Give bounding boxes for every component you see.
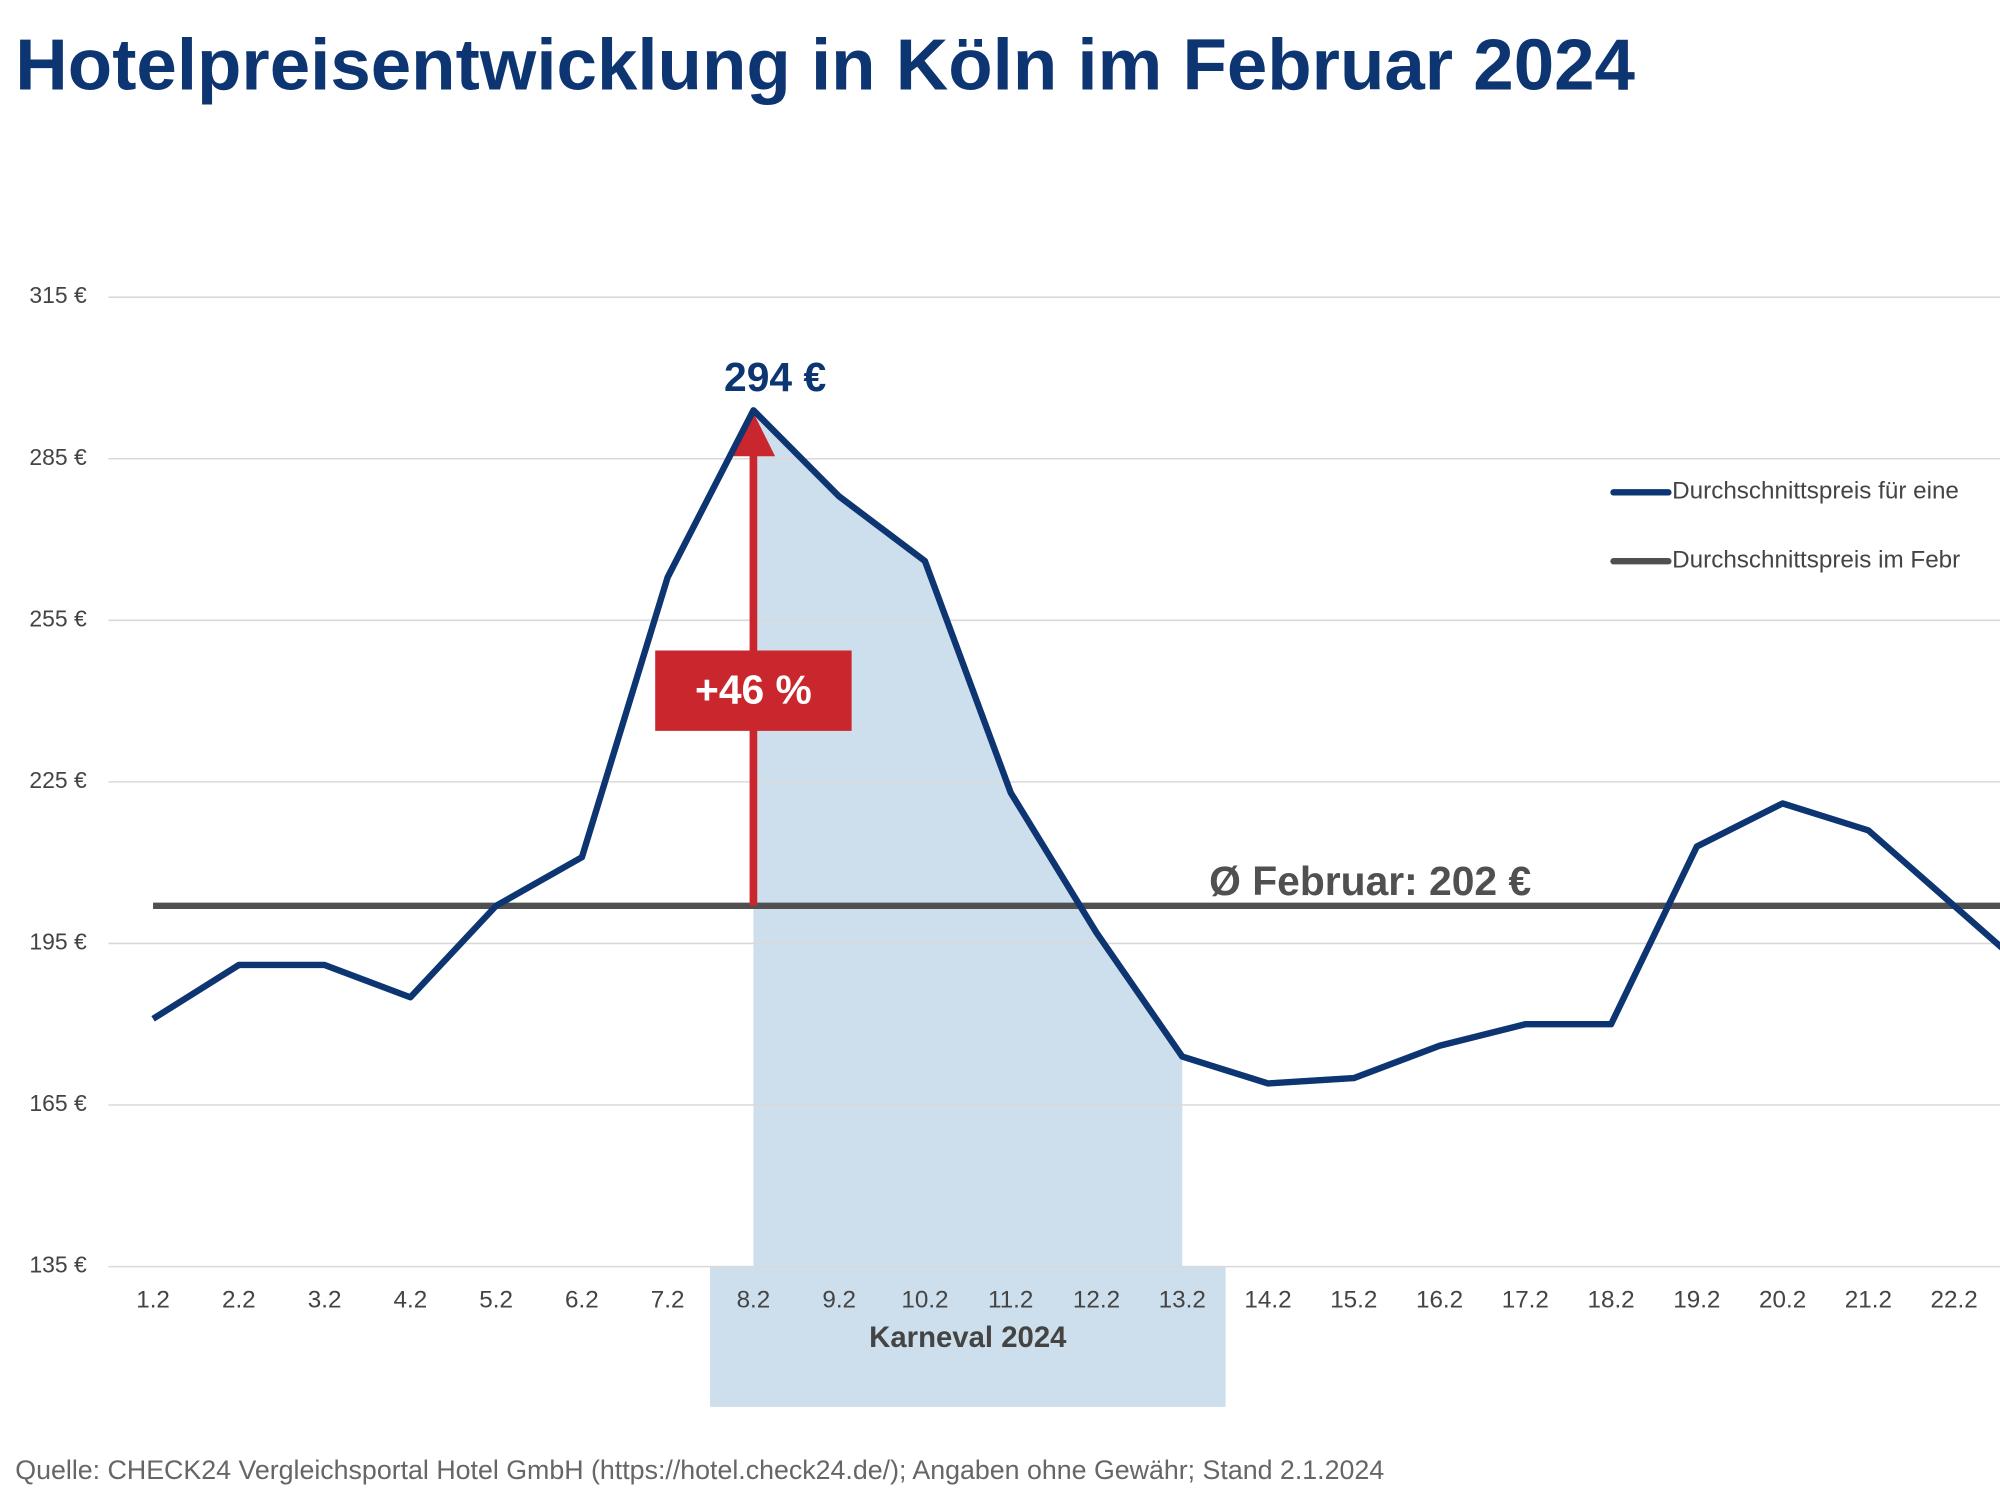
- x-tick-label: 2.2: [222, 1286, 256, 1313]
- y-tick-label: 315 €: [29, 282, 87, 308]
- x-tick-label: 1.2: [136, 1286, 170, 1313]
- change-label: +46 %: [695, 666, 812, 712]
- highlight-label: Karneval 2024: [869, 1321, 1067, 1354]
- highlight-label-box: [710, 1266, 1226, 1407]
- legend-label: Durchschnittspreis im Febr: [1672, 547, 1960, 574]
- x-tick-label: 10.2: [901, 1286, 948, 1313]
- x-tick-label: 6.2: [565, 1286, 599, 1313]
- y-tick-label: 195 €: [29, 929, 87, 955]
- y-tick-label: 225 €: [29, 767, 87, 793]
- x-tick-label: 21.2: [1845, 1286, 1892, 1313]
- legend-label: Durchschnittspreis für eine: [1672, 478, 1959, 505]
- x-tick-label: 19.2: [1673, 1286, 1720, 1313]
- x-tick-label: 14.2: [1244, 1286, 1291, 1313]
- x-tick-label: 15.2: [1330, 1286, 1377, 1313]
- x-tick-label: 4.2: [394, 1286, 428, 1313]
- x-tick-label: 17.2: [1502, 1286, 1549, 1313]
- x-tick-label: 13.2: [1159, 1286, 1206, 1313]
- x-tick-label: 9.2: [822, 1286, 856, 1313]
- x-tick-label: 7.2: [651, 1286, 685, 1313]
- average-label: Ø Februar: 202 €: [1209, 858, 1531, 904]
- change-box: [655, 650, 852, 731]
- y-tick-label: 285 €: [29, 444, 87, 470]
- x-tick-label: 20.2: [1759, 1286, 1806, 1313]
- x-tick-label: 8.2: [737, 1286, 771, 1313]
- x-tick-label: 3.2: [308, 1286, 342, 1313]
- peak-label: 294 €: [724, 354, 826, 400]
- chart-title: Hotelpreisentwicklung in Köln im Februar…: [15, 24, 1635, 105]
- price-line: [151, 407, 2000, 1087]
- x-tick-label: 22.2: [1931, 1286, 1978, 1313]
- y-tick-label: 255 €: [29, 605, 87, 631]
- source-note: Quelle: CHECK24 Vergleichsportal Hotel G…: [15, 1455, 1384, 1485]
- x-tick-label: 12.2: [1073, 1286, 1120, 1313]
- x-tick-label: 16.2: [1416, 1286, 1463, 1313]
- arrow-head: [731, 412, 776, 457]
- highlight-area: [753, 410, 1183, 1267]
- y-tick-label: 165 €: [29, 1090, 87, 1116]
- y-tick-label: 135 €: [29, 1252, 87, 1278]
- x-tick-label: 18.2: [1588, 1286, 1635, 1313]
- x-tick-label: 5.2: [479, 1286, 513, 1313]
- x-tick-label: 11.2: [988, 1286, 1033, 1313]
